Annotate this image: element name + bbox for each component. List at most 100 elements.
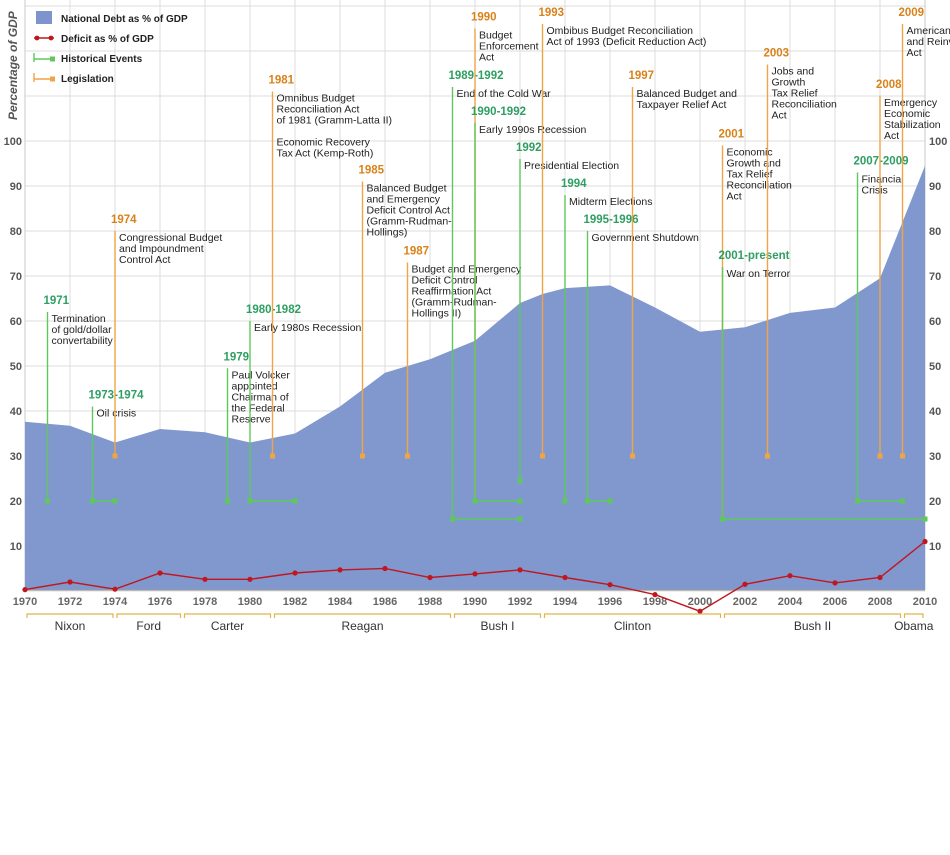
event-description: Reconciliation [727, 180, 793, 192]
x-tick-label: 1970 [13, 596, 37, 608]
era-label: Clinton [614, 619, 651, 633]
era-bracket [183, 613, 272, 618]
legend-swatch-dot [48, 35, 54, 41]
event-description: Paul Volcker [232, 369, 291, 381]
y-tick-label-left: 90 [10, 181, 22, 193]
event-description: convertability [52, 335, 114, 347]
event-description: Economic Recovery [277, 137, 371, 149]
event-description: Chairman of [232, 391, 289, 403]
event-description: appointed [232, 380, 278, 392]
event-description: Economic [727, 147, 773, 159]
event-description: Emergency [884, 97, 938, 109]
event-description: Act [884, 130, 899, 142]
era-label: Bush I [480, 619, 514, 633]
deficit-point [202, 576, 208, 582]
y-tick-label-left: 60 [10, 316, 22, 328]
event-year-label: 1990-1992 [471, 106, 526, 118]
event-description: Early 1980s Recession [254, 322, 362, 334]
deficit-point [427, 574, 433, 581]
event-year-label: 1981 [269, 75, 295, 87]
y-tick-label-right: 30 [929, 451, 941, 463]
deficit-point [517, 567, 523, 573]
event-description: Government Shutdown [592, 232, 700, 244]
era-label: Reagan [341, 619, 383, 633]
deficit-line-layer [22, 538, 928, 614]
event-description: Crisis [862, 185, 888, 197]
event-year-label: 2009 [899, 7, 925, 19]
event-description: Deficit Control Act [367, 205, 451, 217]
event-year-label: 1994 [561, 178, 587, 190]
event-marker [562, 498, 568, 504]
event-description: Act [727, 191, 742, 203]
event-description: Control Act [119, 254, 170, 266]
x-tick-label: 1998 [643, 596, 667, 608]
event-description: of 1981 (Gramm-Latta II) [277, 115, 393, 127]
event-year-label: 1980-1982 [246, 304, 301, 316]
x-tick-label: 1980 [238, 596, 262, 608]
event-year-label: 1973-1974 [89, 390, 145, 402]
event-marker [877, 453, 883, 459]
event-description: Growth [772, 77, 806, 89]
y-tick-label-left: 80 [10, 226, 22, 238]
deficit-point [382, 565, 388, 572]
deficit-point [67, 579, 73, 585]
event-description: Tax Relief [772, 88, 818, 100]
deficit-point [652, 592, 658, 598]
event-year-label: 1979 [224, 351, 250, 363]
event-description: Budget and Emergency [412, 264, 522, 276]
legend-swatch-dot [34, 35, 40, 41]
event-description: Reserve [232, 413, 271, 425]
deficit-point [697, 608, 703, 614]
event-year-label: 2003 [764, 48, 790, 60]
axes: 1970 1972 1974 1976 1978 1980 1982 1984 1986 1988… [4, 136, 948, 608]
x-tick-label: 2006 [823, 596, 847, 608]
event-end-marker [922, 516, 928, 522]
event-description: Omnibus Budget [277, 93, 355, 105]
x-tick-label: 1986 [373, 596, 397, 608]
event-description: Act [907, 47, 922, 59]
event-description: of gold/dollar [52, 324, 113, 336]
event-year-label: 1995-1996 [584, 214, 639, 226]
x-tick-label: 1972 [58, 596, 82, 608]
event-description: Stabilization [884, 119, 941, 131]
era-label: Carter [211, 619, 244, 633]
event-description: Deficit Control [412, 275, 478, 287]
presidency-bands: Nixon Ford Carter Reagan Bush I Clinton Bush I… [26, 613, 934, 633]
y-tick-label-right: 80 [929, 226, 941, 238]
event-year-label: 1985 [359, 165, 385, 177]
event-marker [900, 453, 905, 459]
y-tick-label-right: 50 [929, 361, 941, 373]
x-tick-label: 1976 [148, 596, 172, 608]
event-description: and Impoundment [119, 243, 204, 255]
y-tick-label-left: 30 [10, 451, 22, 463]
event-end-marker [517, 516, 523, 522]
event-description: Reconciliation [772, 99, 838, 111]
era-label: Nixon [55, 619, 86, 633]
event-marker [270, 453, 275, 459]
era-label: Ford [136, 619, 161, 633]
event-description: Jobs and [772, 66, 815, 78]
x-tick-label: 1992 [508, 596, 532, 608]
event-description: Early 1990s Recession [479, 124, 587, 136]
legend-swatch-marker [50, 56, 55, 62]
deficit-point [247, 576, 253, 582]
event-description: (Gramm-Rudman- [412, 297, 498, 309]
deficit-point [337, 567, 343, 573]
event-marker [517, 478, 523, 484]
deficit-point [22, 587, 28, 593]
x-tick-label: 1982 [283, 596, 307, 608]
event-marker [472, 498, 478, 504]
event-description: (Gramm-Rudman- [367, 216, 453, 228]
event-marker [112, 453, 118, 459]
event-year-label: 1974 [111, 214, 137, 226]
event-marker [540, 453, 545, 459]
event-year-label: 1990 [471, 12, 497, 24]
event-description: and Reinvestment [907, 36, 950, 48]
event-year-label: 1989-1992 [449, 70, 504, 82]
era-label: Bush II [794, 619, 831, 633]
y-tick-label-left: 10 [10, 541, 22, 553]
event-description: End of the Cold War [457, 88, 552, 100]
x-tick-label: 1984 [328, 596, 353, 608]
event-marker [855, 498, 860, 504]
